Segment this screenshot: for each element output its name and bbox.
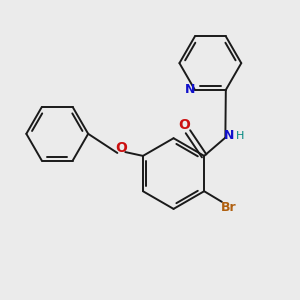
Text: O: O: [178, 118, 190, 132]
Text: N: N: [224, 129, 235, 142]
Text: O: O: [115, 141, 127, 155]
Text: N: N: [184, 83, 195, 96]
Text: H: H: [236, 131, 244, 141]
Text: Br: Br: [221, 201, 237, 214]
